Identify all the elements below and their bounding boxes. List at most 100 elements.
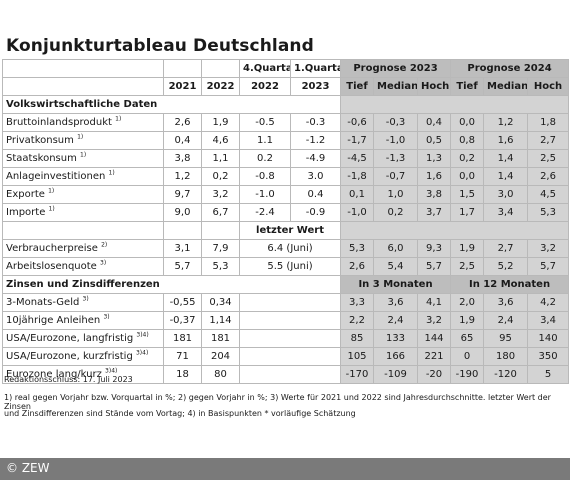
forecast-value: 0,8 xyxy=(450,131,485,150)
table-row: Staatskonsum 1) 3,8 1,1 0.2 -4.9 -4,5 -1,3 1,3 0… xyxy=(2,149,570,168)
value-2022: 0,34 xyxy=(201,293,240,312)
row-label-text: Bruttoinlandsprodukt xyxy=(6,117,112,128)
header-row-2: 2021 2022 2022 2023 Tief Median Hoch Tief Median… xyxy=(2,77,570,96)
blank-cell xyxy=(2,221,164,240)
forecast-value: 3,2 xyxy=(527,239,570,258)
blank-cell xyxy=(201,221,240,240)
row-label: 3-Monats-Geld 3) xyxy=(2,293,164,312)
row-label: Staatskonsum 1) xyxy=(2,149,164,168)
blank-cell xyxy=(239,347,341,366)
blank-cell xyxy=(163,221,202,240)
forecast-value: 1,5 xyxy=(450,185,485,204)
row-label-text: Exporte xyxy=(6,189,45,200)
value-2022: 7,9 xyxy=(201,239,240,258)
forecast-value: 0,2 xyxy=(373,203,418,222)
table-row: USA/Eurozone, langfristig 3)4) 181 181 85 13… xyxy=(2,329,570,348)
footnote-marker: 1) xyxy=(48,205,55,213)
table-row: Bruttoinlandsprodukt 1) 2,6 1,9 -0.5 -0.3 -0,… xyxy=(2,113,570,132)
value-2021: 3,1 xyxy=(163,239,202,258)
value-2021: 2,6 xyxy=(163,113,202,132)
forecast-value: 1,9 xyxy=(450,311,485,330)
forecast-value: 1,2 xyxy=(483,113,529,132)
forecast-value: 2,7 xyxy=(483,239,529,258)
value-2021: 71 xyxy=(163,347,202,366)
forecast-value: 2,4 xyxy=(483,311,529,330)
forecast-value: 2,2 xyxy=(340,311,374,330)
forecast-value: 3,4 xyxy=(527,311,570,330)
forecast-value: 350 xyxy=(527,347,570,366)
table-row: Arbeitslosenquote 3) 5,7 5,3 5.5 (Juni) 2,6 5… xyxy=(2,257,570,276)
forecast-value: 2,0 xyxy=(450,293,485,312)
footnote-marker: 1) xyxy=(108,169,115,177)
forecast-value: 0,0 xyxy=(450,167,485,186)
header-forecast-col: Tief xyxy=(340,77,374,96)
row-label: Anlageinvestitionen 1) xyxy=(2,167,164,186)
value-2022: 80 xyxy=(201,365,240,384)
forecast-value: 1,7 xyxy=(450,203,485,222)
row-label: Privatkonsum 1) xyxy=(2,131,164,150)
forecast-value: -0,3 xyxy=(373,113,418,132)
forecast-value: 180 xyxy=(483,347,529,366)
forecast-value: 2,7 xyxy=(527,131,570,150)
header-prognose-2024: Prognose 2024 xyxy=(450,59,570,78)
blank-cell xyxy=(239,365,341,384)
blank-cell xyxy=(239,329,341,348)
forecast-value: 133 xyxy=(373,329,418,348)
forecast-value: -170 xyxy=(340,365,374,384)
header-blank xyxy=(201,59,240,78)
forecast-value: 221 xyxy=(416,347,452,366)
forecast-value: 3,6 xyxy=(373,293,418,312)
forecast-value: 5,3 xyxy=(527,203,570,222)
header-forecast-col: Hoch xyxy=(527,77,570,96)
forecast-value: 3,7 xyxy=(416,203,452,222)
value-2021: 9,7 xyxy=(163,185,202,204)
forecast-value: 5,7 xyxy=(416,257,452,276)
forecast-value: 95 xyxy=(483,329,529,348)
footnote-marker: 1) xyxy=(48,187,55,195)
forecast-value: 3,8 xyxy=(416,185,452,204)
section-row: Zinsen und Zinsdifferenzen In 3 Monaten In… xyxy=(2,275,570,294)
forecast-value: 1,6 xyxy=(416,167,452,186)
forecast-value: 166 xyxy=(373,347,418,366)
header-year: 2023 xyxy=(290,77,341,96)
forecast-value: 2,5 xyxy=(450,257,485,276)
forecast-value: 105 xyxy=(340,347,374,366)
value-q4-2022: -1.0 xyxy=(239,185,291,204)
value-2022: 5,3 xyxy=(201,257,240,276)
row-label: Bruttoinlandsprodukt 1) xyxy=(2,113,164,132)
forecast-value: -1,7 xyxy=(340,131,374,150)
forecast-value: 3,4 xyxy=(483,203,529,222)
forecast-value: 65 xyxy=(450,329,485,348)
header-blank xyxy=(2,77,164,96)
row-label-text: Privatkonsum xyxy=(6,135,74,146)
value-q4-2022: 1.1 xyxy=(239,131,291,150)
row-label-text: 10jährige Anleihen xyxy=(6,315,101,326)
blank-cell xyxy=(239,293,341,312)
value-2021: 0,4 xyxy=(163,131,202,150)
forecast-value: -1,0 xyxy=(340,203,374,222)
footnote-marker: 3)4) xyxy=(105,367,118,375)
row-label-text: Arbeitslosenquote xyxy=(6,261,97,272)
value-2022: 181 xyxy=(201,329,240,348)
forecast-value: 0,4 xyxy=(416,113,452,132)
section-filler xyxy=(339,221,570,240)
forecast-value: 5,2 xyxy=(483,257,529,276)
table-row: Exporte 1) 9,7 3,2 -1.0 0.4 0,1 1,0 3,8 1,5 3,0 4,… xyxy=(2,185,570,204)
forecast-value: 1,8 xyxy=(527,113,570,132)
forecast-value: 0,1 xyxy=(340,185,374,204)
forecast-value: 0,5 xyxy=(416,131,452,150)
table-row: USA/Eurozone, kurzfristig 3)4) 71 204 105 16… xyxy=(2,347,570,366)
header-forecast-col: Median xyxy=(373,77,418,96)
forecast-value: 4,1 xyxy=(416,293,452,312)
value-q1-2023: -4.9 xyxy=(290,149,341,168)
header-year: 2021 xyxy=(163,77,202,96)
value-2021: 9,0 xyxy=(163,203,202,222)
forecast-value: 4,5 xyxy=(527,185,570,204)
header-blank xyxy=(2,59,164,78)
forecast-value: 140 xyxy=(527,329,570,348)
header-prognose-2023: Prognose 2023 xyxy=(339,59,452,78)
section-filler xyxy=(339,95,570,114)
redaktionsschluss: Redaktionsschluss: 17. Juli 2023 xyxy=(4,375,133,384)
forecast-value: 0,0 xyxy=(450,113,485,132)
row-label: Verbraucherpreise 2) xyxy=(2,239,164,258)
